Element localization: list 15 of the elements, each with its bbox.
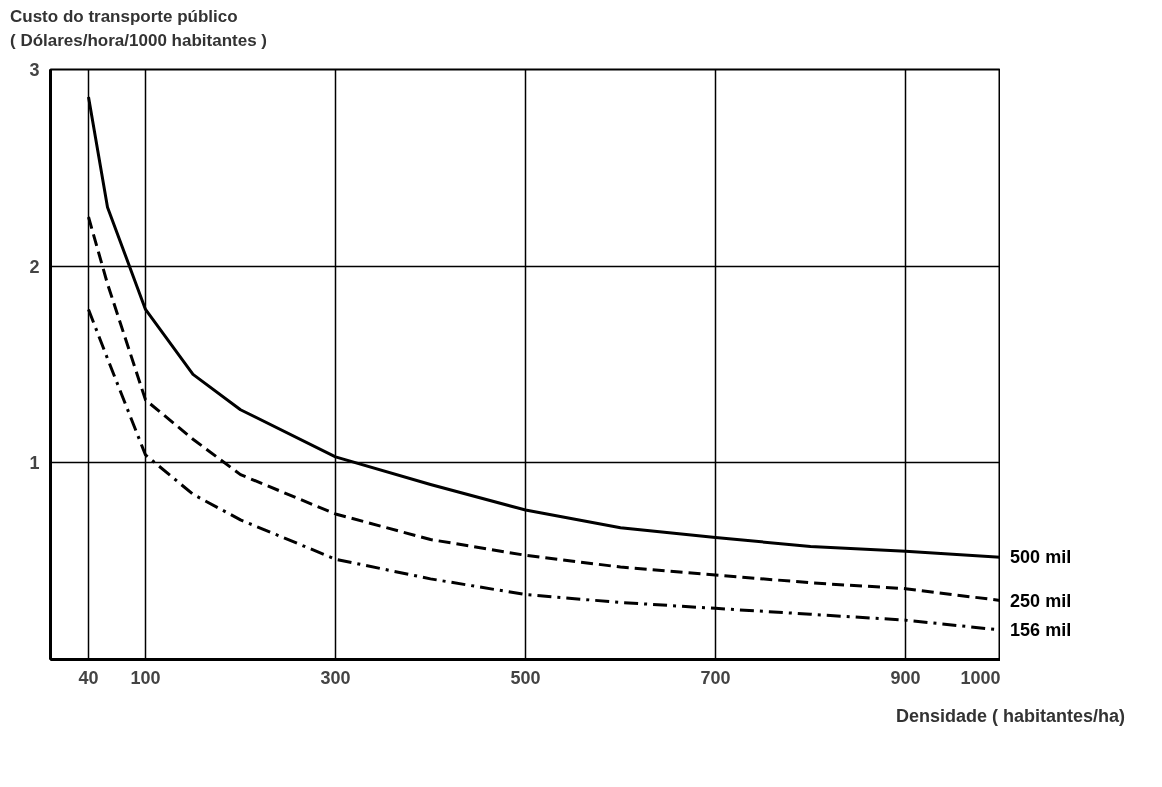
x-tick-label: 900	[890, 667, 921, 688]
x-tick-label: 40	[78, 667, 99, 688]
series-label: 500 mil	[1010, 546, 1072, 567]
x-tick-label: 700	[700, 667, 731, 688]
x-axis-title: Densidade ( habitantes/ha)	[895, 704, 1125, 728]
x-tick-label: 300	[320, 667, 351, 688]
x-tick-label: 500	[510, 667, 541, 688]
series-label: 250 mil	[1010, 590, 1072, 611]
y-tick-label: 3	[29, 59, 40, 80]
x-tick-label: 100	[130, 667, 161, 688]
y-tick-label: 2	[29, 256, 40, 277]
y-tick-label: 1	[29, 452, 40, 473]
series-label: 156 mil	[1010, 619, 1072, 640]
y-axis-title: Custo do transporte público ( Dólares/hora/1000 habitantes )	[10, 6, 267, 53]
x-tick-label: 1000	[960, 667, 1001, 688]
